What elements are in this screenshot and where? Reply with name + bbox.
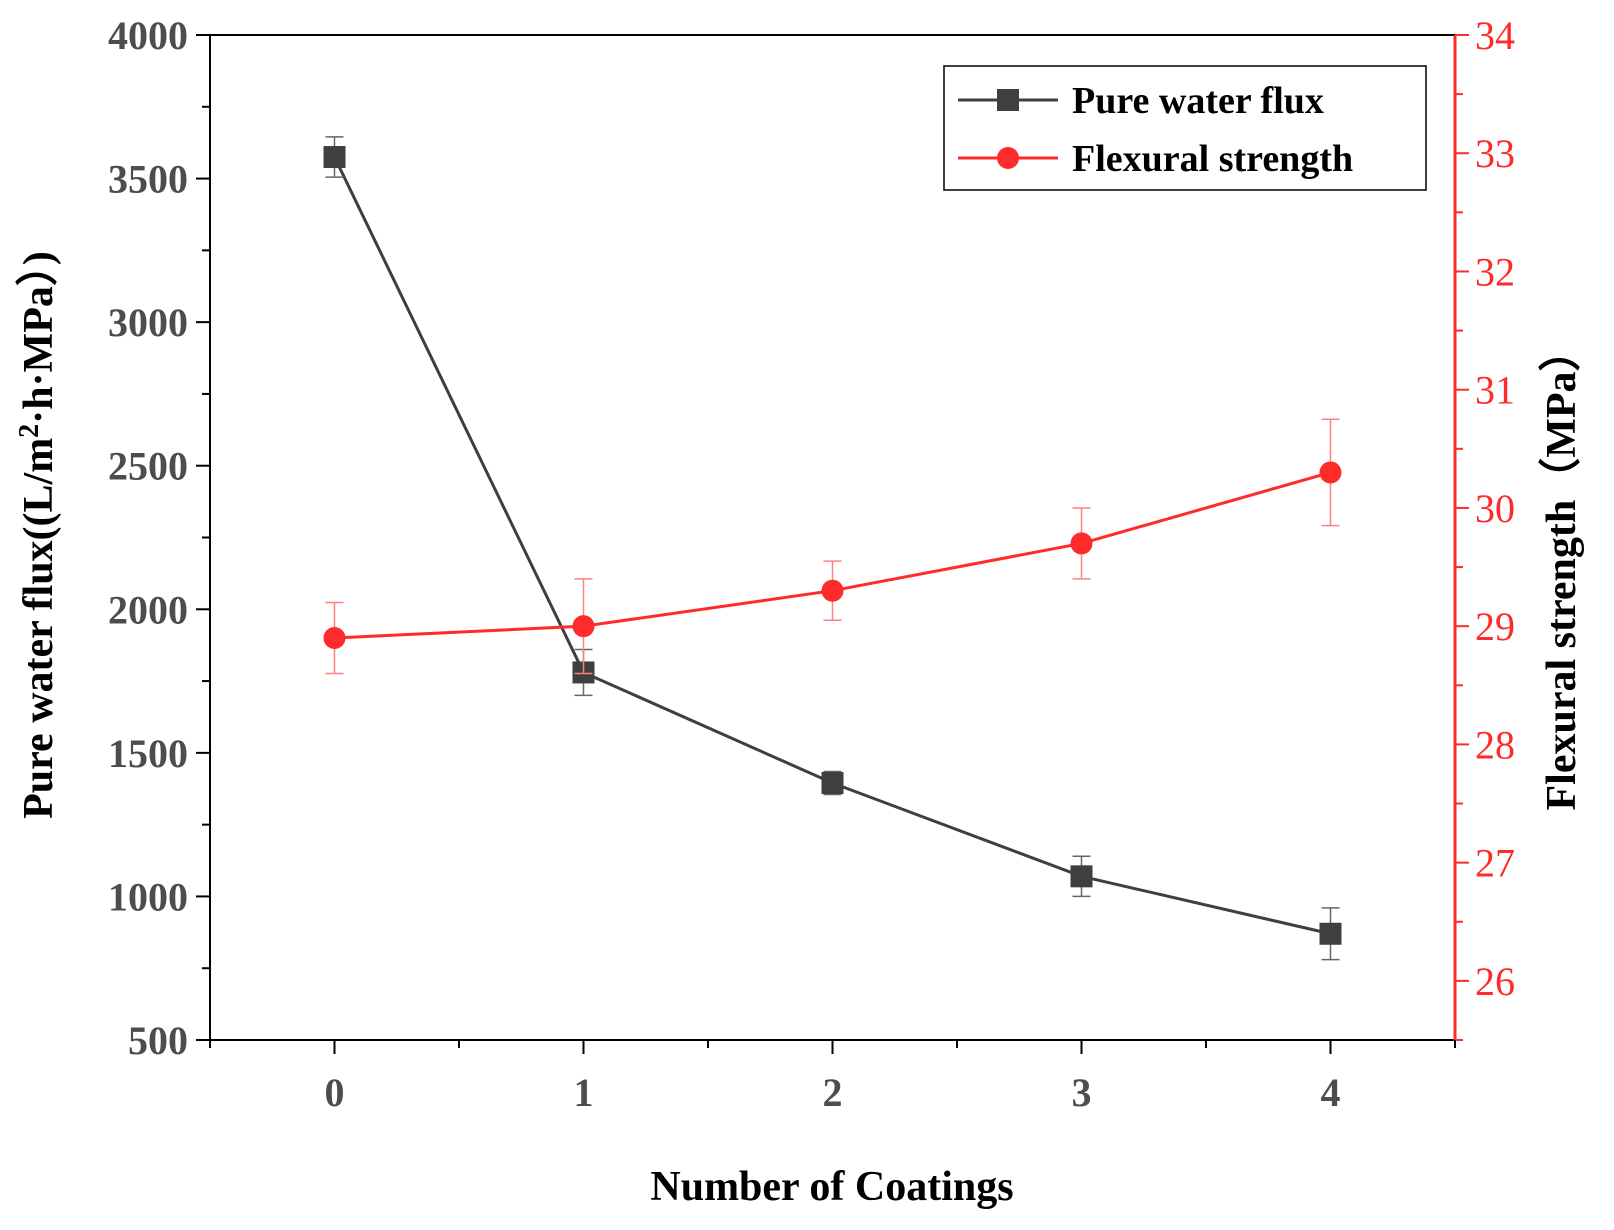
pure-water-flux-point (323, 146, 346, 169)
bottom-tick-label: 0 (325, 1070, 345, 1115)
legend-entry-pure-water-flux: Pure water flux (958, 80, 1324, 122)
right-tick-label: 31 (1475, 368, 1515, 413)
legend-entry-flexural-strength: Flexural strength (958, 138, 1353, 180)
pure-water-flux-point (1070, 865, 1093, 888)
y-axis-title-left-sup: 2 (14, 424, 45, 438)
right-tick-label: 29 (1475, 604, 1515, 649)
y-axis-title-left-tail: ·h·MPa）) (15, 251, 62, 424)
flexural-strength-point (572, 615, 595, 638)
left-tick-label: 2500 (108, 444, 188, 489)
right-tick-label: 30 (1475, 486, 1515, 531)
series-layer (323, 136, 1342, 961)
bottom-tick-label: 4 (1321, 1070, 1341, 1115)
right-tick-label: 34 (1475, 13, 1515, 58)
flexural-strength-point (1070, 532, 1093, 555)
right-axis-ticks: 26 27 28 29 30 31 32 33 34 (1455, 13, 1515, 1041)
right-tick-label: 32 (1475, 249, 1515, 294)
bottom-axis-ticks: 0 1 2 3 4 (209, 1040, 1456, 1115)
legend-label-pure-water-flux: Pure water flux (1072, 80, 1324, 122)
y-axis-title-left-main: Pure water flux((L/m (16, 438, 62, 819)
legend-box (943, 65, 1427, 191)
left-tick-label: 4000 (108, 13, 188, 58)
bottom-tick-label: 3 (1072, 1070, 1092, 1115)
left-tick-label: 1500 (108, 731, 188, 776)
bottom-tick-label: 2 (823, 1070, 843, 1115)
legend-marker-circle (997, 147, 1019, 169)
right-tick-label: 26 (1475, 959, 1515, 1004)
legend-marker-square (997, 89, 1019, 111)
right-tick-label: 33 (1475, 131, 1515, 176)
flexural-strength-point (323, 627, 346, 649)
pure-water-flux-line (333, 156, 1331, 936)
right-tick-label: 28 (1475, 722, 1515, 767)
flexural-strength-point (1319, 461, 1342, 484)
y-axis-title-left: Pure water flux((L/m2·h·MPa）) (14, 251, 62, 819)
left-tick-label: 3500 (108, 157, 188, 202)
legend-label-flexural-strength: Flexural strength (1072, 138, 1353, 180)
left-tick-label: 1000 (108, 874, 188, 919)
flexural-strength-point (821, 579, 844, 602)
bottom-tick-label: 1 (574, 1070, 594, 1115)
left-axis-ticks: 500 1000 1500 2000 2500 3000 3500 4000 (108, 13, 210, 1063)
y-axis-title-right: Flexural strength（MPa） (1538, 330, 1585, 811)
x-axis-title: Number of Coatings (650, 1164, 1013, 1210)
left-tick-label: 3000 (108, 300, 188, 345)
legend: Pure water flux Flexural strength (943, 65, 1427, 191)
pure-water-flux-point (1319, 922, 1342, 945)
right-tick-label: 27 (1475, 841, 1515, 886)
left-tick-label: 2000 (108, 587, 188, 632)
left-tick-label: 500 (128, 1018, 188, 1063)
pure-water-flux-point (821, 772, 844, 795)
